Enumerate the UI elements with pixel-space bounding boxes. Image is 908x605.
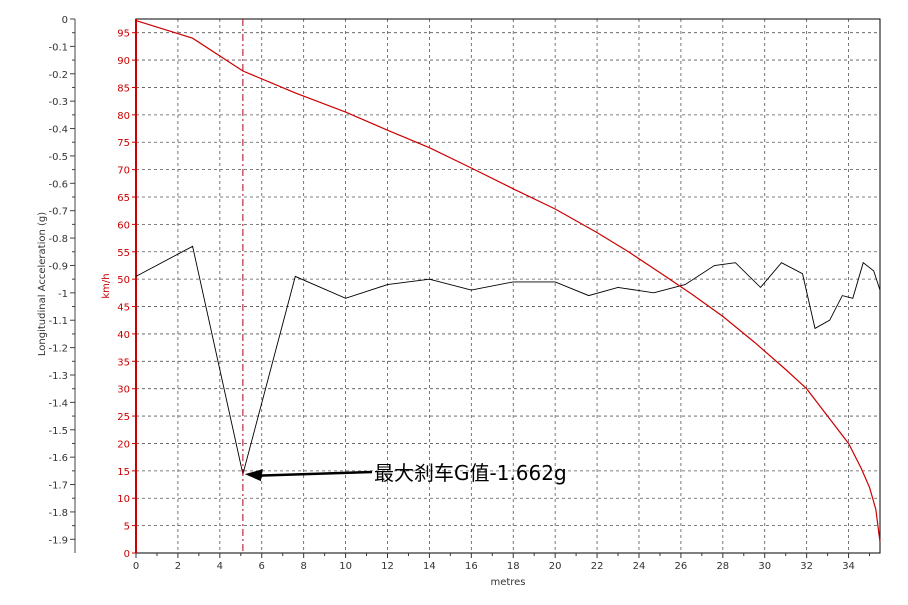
left-tick-label: -1.8 [48, 508, 68, 519]
left-tick-label: -0.1 [48, 42, 68, 53]
annotation-group [242, 19, 373, 553]
right-tick-label: 0 [124, 549, 130, 560]
left-tick-label: -0.6 [48, 179, 68, 190]
right-tick-label: 40 [117, 330, 130, 341]
right-tick-label: 75 [117, 138, 130, 149]
right-y-axis-label: km/h [101, 273, 112, 298]
speed-series-line [135, 20, 881, 543]
left-tick-label: -1.7 [48, 481, 68, 492]
right-tick-label: 20 [117, 439, 130, 450]
x-axis-ticks: 0 2 4 6 8 10 12 14 16 18 20 22 24 26 28 30 32 34 [133, 553, 871, 572]
x-axis-label: metres [490, 577, 525, 588]
acceleration-series-line [135, 245, 881, 475]
right-tick-label: 60 [117, 220, 130, 231]
left-tick-label: 0 [62, 15, 68, 26]
left-tick-label: -1.6 [48, 453, 68, 464]
x-tick-label: 6 [259, 561, 265, 572]
left-tick-label: -0.7 [48, 207, 68, 218]
x-tick-label: 10 [339, 561, 352, 572]
x-tick-label: 20 [549, 561, 562, 572]
series-group [135, 20, 881, 543]
x-tick-label: 30 [758, 561, 771, 572]
x-tick-label: 8 [300, 561, 306, 572]
left-tick-label: -0.9 [48, 261, 68, 272]
right-tick-label: 80 [117, 111, 130, 122]
right-tick-label: 85 [117, 83, 130, 94]
x-tick-label: 12 [381, 561, 394, 572]
right-tick-label: 50 [117, 275, 130, 286]
annotation-arrow-shaft [258, 470, 373, 477]
left-tick-label: -0.5 [48, 152, 68, 163]
left-tick-label: -1.5 [48, 426, 68, 437]
right-axis-ticks: 0 5 10 15 20 25 30 35 40 45 50 55 60 65 70 75 80 85 90 95 [117, 29, 136, 560]
left-y-axis-label: Longitudinal Acceleration (g) [37, 212, 48, 356]
x-tick-label: 0 [133, 561, 139, 572]
right-tick-label: 55 [117, 248, 130, 259]
x-tick-label: 28 [716, 561, 729, 572]
right-tick-label: 90 [117, 56, 130, 67]
x-tick-label: 34 [842, 561, 855, 572]
right-tick-label: 45 [117, 303, 130, 314]
annotation-label: 最大刹车G值-1.662g [374, 461, 567, 485]
right-tick-label: 25 [117, 412, 130, 423]
right-tick-label: 15 [117, 467, 130, 478]
x-tick-label: 2 [175, 561, 181, 572]
right-tick-label: 35 [117, 357, 130, 368]
left-tick-label: -0.8 [48, 234, 68, 245]
left-tick-label: -0.2 [48, 70, 68, 81]
x-tick-label: 14 [423, 561, 436, 572]
left-tick-label: -0.4 [48, 125, 68, 136]
right-tick-label: 10 [117, 494, 130, 505]
right-tick-label: 5 [124, 522, 130, 533]
x-tick-label: 24 [633, 561, 646, 572]
axes [74, 18, 881, 554]
left-tick-label: -1.4 [48, 398, 68, 409]
x-tick-label: 4 [217, 561, 223, 572]
annotation-arrow-head [244, 469, 263, 482]
left-tick-label: -0.3 [48, 97, 68, 108]
left-tick-label: -1.3 [48, 371, 68, 382]
right-tick-label: 30 [117, 385, 130, 396]
x-tick-label: 32 [800, 561, 813, 572]
grid [136, 19, 880, 553]
right-tick-label: 70 [117, 166, 130, 177]
x-tick-label: 18 [507, 561, 520, 572]
x-tick-label: 16 [465, 561, 478, 572]
left-axis-ticks: 0 -0.1 -0.2 -0.3 -0.4 -0.5 -0.6 -0.7 -0.8 -0.9 -1 -… [48, 15, 75, 546]
x-tick-label: 22 [591, 561, 604, 572]
right-tick-label: 65 [117, 193, 130, 204]
left-tick-label: -1.9 [48, 535, 68, 546]
right-tick-label: 95 [117, 29, 130, 40]
left-tick-label: -1.1 [48, 316, 68, 327]
left-tick-label: -1.2 [48, 344, 68, 355]
x-tick-label: 26 [675, 561, 688, 572]
left-tick-label: -1 [58, 289, 68, 300]
